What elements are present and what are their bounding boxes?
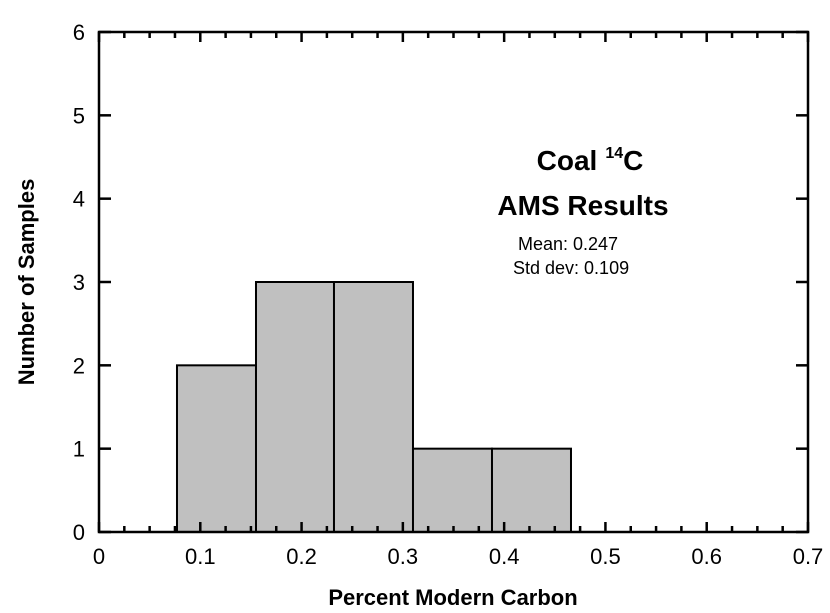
x-tick-label: 0.5 xyxy=(590,544,621,569)
title-suffix: C xyxy=(623,145,643,176)
x-tick-label: 0.4 xyxy=(489,544,520,569)
x-tick-label: 0.7 xyxy=(793,544,824,569)
annotation: Std dev: 0.109 xyxy=(513,258,629,278)
y-tick-label: 4 xyxy=(73,187,85,212)
annotation: Mean: 0.247 xyxy=(518,234,618,254)
x-axis-title: Percent Modern Carbon xyxy=(328,585,577,610)
bar xyxy=(490,447,572,533)
y-tick-label: 3 xyxy=(73,270,85,295)
chart-subtitle: AMS Results xyxy=(497,190,668,221)
y-tick-label: 1 xyxy=(73,437,85,462)
bar xyxy=(332,281,414,533)
x-tick-label: 0.1 xyxy=(185,544,216,569)
y-tick-label: 6 xyxy=(73,20,85,45)
x-tick-label: 0.3 xyxy=(388,544,419,569)
y-axis-title: Number of Samples xyxy=(14,179,39,386)
y-tick-label: 0 xyxy=(73,520,85,545)
x-tick-label: 0.6 xyxy=(691,544,722,569)
bar xyxy=(175,364,257,534)
y-tick-label: 5 xyxy=(73,103,85,128)
title-prefix: Coal xyxy=(537,145,598,176)
bar xyxy=(411,447,493,533)
chart-title: Coal 14C xyxy=(537,145,644,176)
title-superscript: 14 xyxy=(605,145,623,162)
bar xyxy=(254,281,335,533)
x-tick-label: 0 xyxy=(93,544,105,569)
y-tick-label: 2 xyxy=(73,353,85,378)
x-tick-label: 0.2 xyxy=(286,544,317,569)
